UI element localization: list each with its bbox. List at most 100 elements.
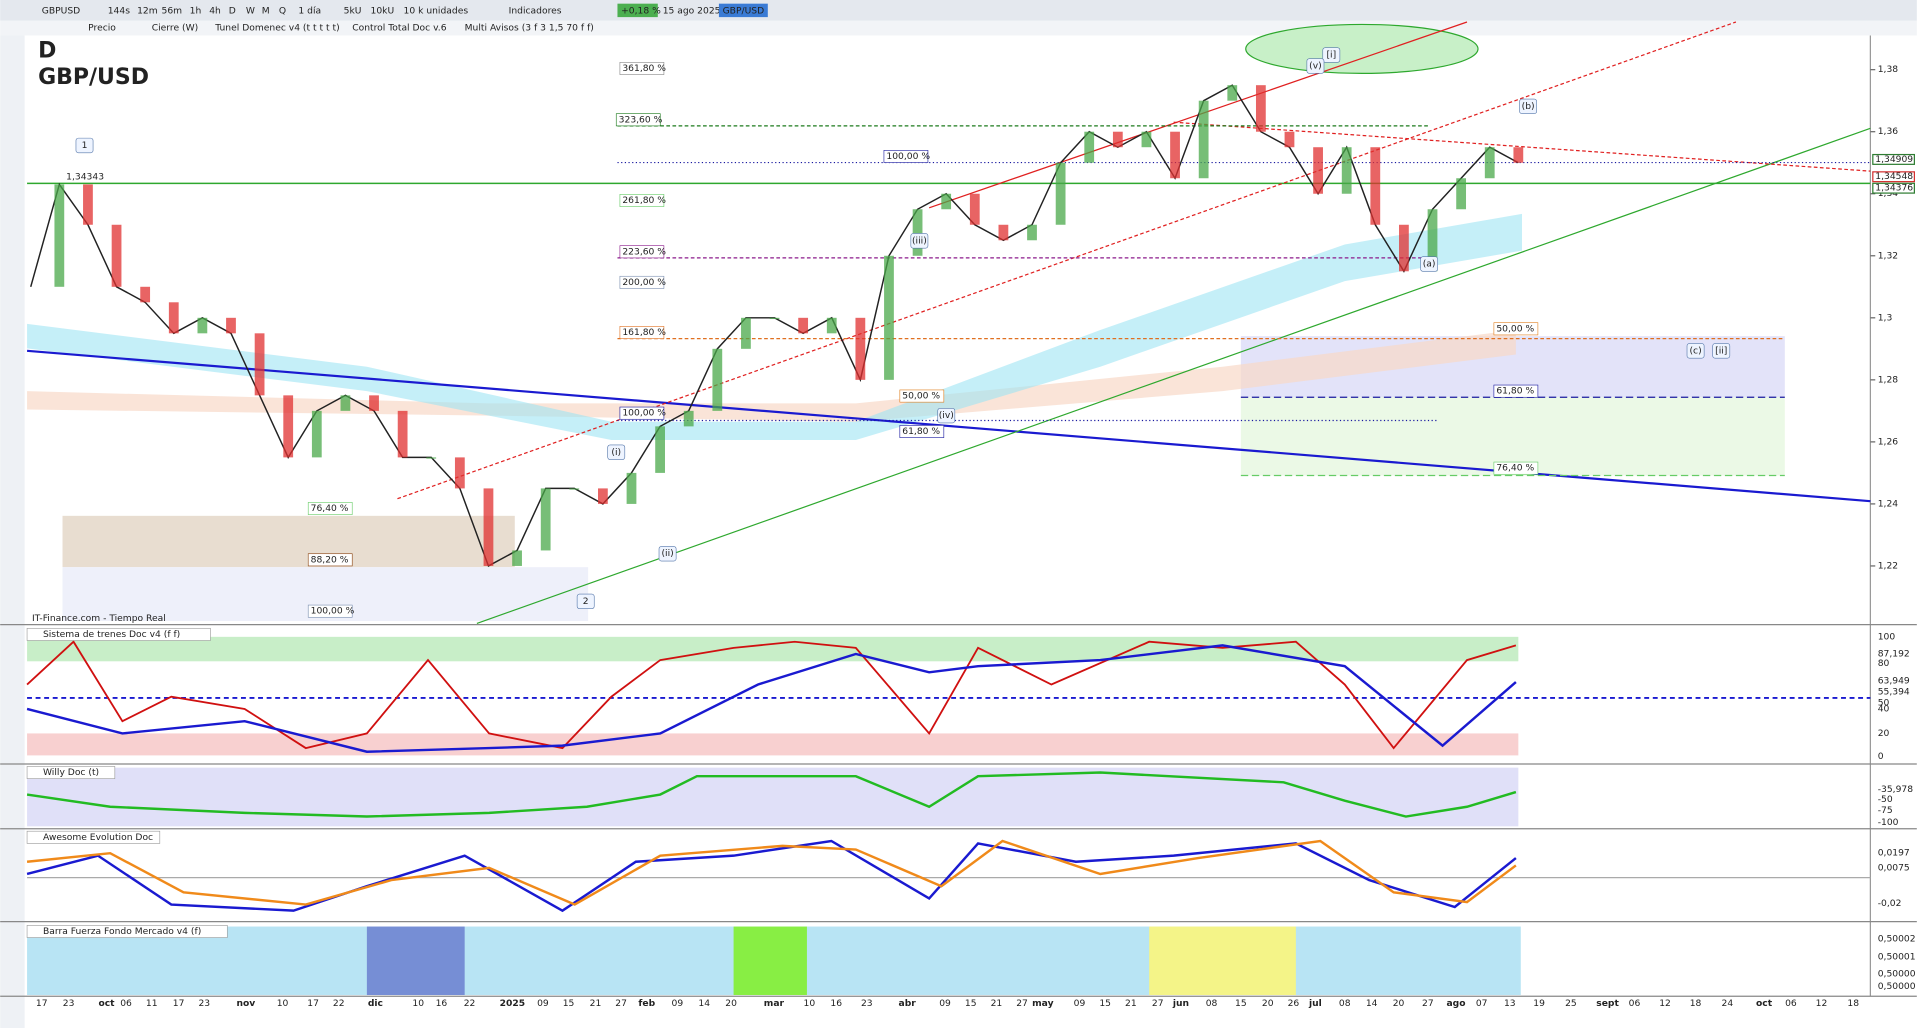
indicator-line <box>26 644 1517 753</box>
candle <box>369 395 379 411</box>
price-tick-label: 1,36 <box>1878 126 1899 137</box>
candle <box>454 457 465 489</box>
toolbar-button[interactable]: W <box>246 6 255 17</box>
fib-label: 261,80 % <box>622 195 666 206</box>
price-tick-label: 1,26 <box>1878 436 1899 447</box>
target-ellipse <box>1245 23 1479 74</box>
wave-box <box>937 407 956 424</box>
indicator-tag: Cierre (W) <box>152 23 198 34</box>
date-label: 14 <box>698 998 710 1009</box>
toolbar-button[interactable]: 1 día <box>298 6 321 17</box>
date-label: ago <box>1446 998 1465 1009</box>
wave-label: [i] <box>1326 50 1336 61</box>
toolbar-button[interactable]: M <box>262 6 270 17</box>
date-label: 23 <box>861 998 873 1009</box>
toolbar-button[interactable]: Indicadores <box>509 6 562 17</box>
candle <box>826 317 837 334</box>
panel-title: Sistema de trenes Doc v4 (f f) <box>43 629 180 640</box>
wave-label: [ii] <box>1715 345 1727 356</box>
toolbar-button[interactable]: 1h <box>190 6 202 17</box>
candle <box>941 193 952 210</box>
date-label: sept <box>1596 998 1619 1009</box>
candle <box>683 410 694 427</box>
toolbar-button[interactable]: GBPUSD <box>42 6 80 17</box>
period: D <box>38 38 56 63</box>
fib-label: 361,80 % <box>622 63 666 74</box>
date-label: jul <box>1308 998 1322 1009</box>
fib-box <box>1493 384 1539 398</box>
panel-tick-label: 0,50001 <box>1878 952 1916 963</box>
date-label: 14 <box>1366 998 1378 1009</box>
fib-label: 76,40 % <box>311 503 349 514</box>
candle <box>1484 147 1495 179</box>
price-tick-label: 1,28 <box>1878 374 1899 385</box>
date-label: 11 <box>146 998 158 1009</box>
date-label: may <box>1032 998 1053 1009</box>
candle <box>597 488 608 504</box>
indicator-tag: Tunel Domenec v4 (t t t t t) <box>214 23 339 34</box>
toolbar-button[interactable]: Q <box>279 6 286 17</box>
panel-tick-label: 0,0197 <box>1878 848 1910 859</box>
date-label: 19 <box>1533 998 1545 1009</box>
panel-tick-label: -100 <box>1878 817 1899 828</box>
fib-label: 76,40 % <box>1496 463 1534 474</box>
wave-box <box>576 593 595 610</box>
date-label: 09 <box>1074 998 1086 1009</box>
toolbar-button[interactable]: 10 k unidades <box>404 6 469 17</box>
wave-box <box>1712 343 1731 359</box>
toolbar-button[interactable]: D <box>229 6 236 17</box>
indicator-tag: Control Total Doc v.6 <box>352 23 447 34</box>
fib-box <box>619 275 665 289</box>
panel-tick-label: 0 <box>1878 751 1884 762</box>
date-label: 21 <box>1125 998 1137 1009</box>
candle <box>1284 131 1295 148</box>
wave-box <box>607 444 626 460</box>
panel-tick-label: -0,02 <box>1878 898 1902 909</box>
panel-title: Awesome Evolution Doc <box>43 832 153 843</box>
price-change: +0,18 % <box>621 6 661 17</box>
date-label: 13 <box>1504 998 1516 1009</box>
panel-title: Barra Fuerza Fondo Mercado v4 (f) <box>43 926 201 937</box>
toolbar-button[interactable]: 56m <box>162 6 183 17</box>
date-label: 20 <box>1393 998 1405 1009</box>
fib-label: 61,80 % <box>1496 386 1534 397</box>
date-label: 24 <box>1722 998 1734 1009</box>
panel-tick-label: -75 <box>1878 805 1893 816</box>
toolbar-button[interactable]: 5kU <box>344 6 362 17</box>
panel-title: Willy Doc (t) <box>43 767 99 778</box>
panel-tick-label: 63,949 <box>1878 675 1910 686</box>
date-label: 18 <box>1690 998 1702 1009</box>
toolbar-button[interactable]: 10kU <box>371 6 395 17</box>
fib-box <box>1493 461 1539 475</box>
candle <box>140 286 151 303</box>
panel-title-bg <box>26 830 161 844</box>
candle <box>1313 147 1323 194</box>
candle <box>712 348 723 411</box>
zone-low <box>27 733 1519 756</box>
price-tick-label: 1,34 <box>1878 188 1899 199</box>
candle <box>1170 131 1180 179</box>
toolbar-button[interactable]: 4h <box>209 6 221 17</box>
panel-tick-label: 0,50000 <box>1878 981 1916 992</box>
fib-box <box>619 194 665 207</box>
candle <box>397 410 408 458</box>
fib-label: 323,60 % <box>619 114 663 125</box>
panel-zone <box>733 926 807 995</box>
date-label: 25 <box>1565 998 1577 1009</box>
candle <box>912 209 923 256</box>
toolbar-button[interactable]: 12m <box>137 6 158 17</box>
price-flag-label: 1,34376 <box>1875 183 1913 194</box>
candle <box>54 184 65 287</box>
toolbar <box>0 0 1917 21</box>
wave-box <box>1306 58 1325 74</box>
zone-high <box>27 636 1519 662</box>
panel-title-bg <box>26 627 211 641</box>
date-label: 26 <box>1288 998 1300 1009</box>
wave-label: 2 <box>583 596 589 607</box>
toolbar-button[interactable]: 144s <box>108 6 130 17</box>
candle <box>1227 85 1238 101</box>
date-label: 08 <box>1339 998 1351 1009</box>
candle <box>512 550 522 566</box>
date-label: 17 <box>173 998 185 1009</box>
